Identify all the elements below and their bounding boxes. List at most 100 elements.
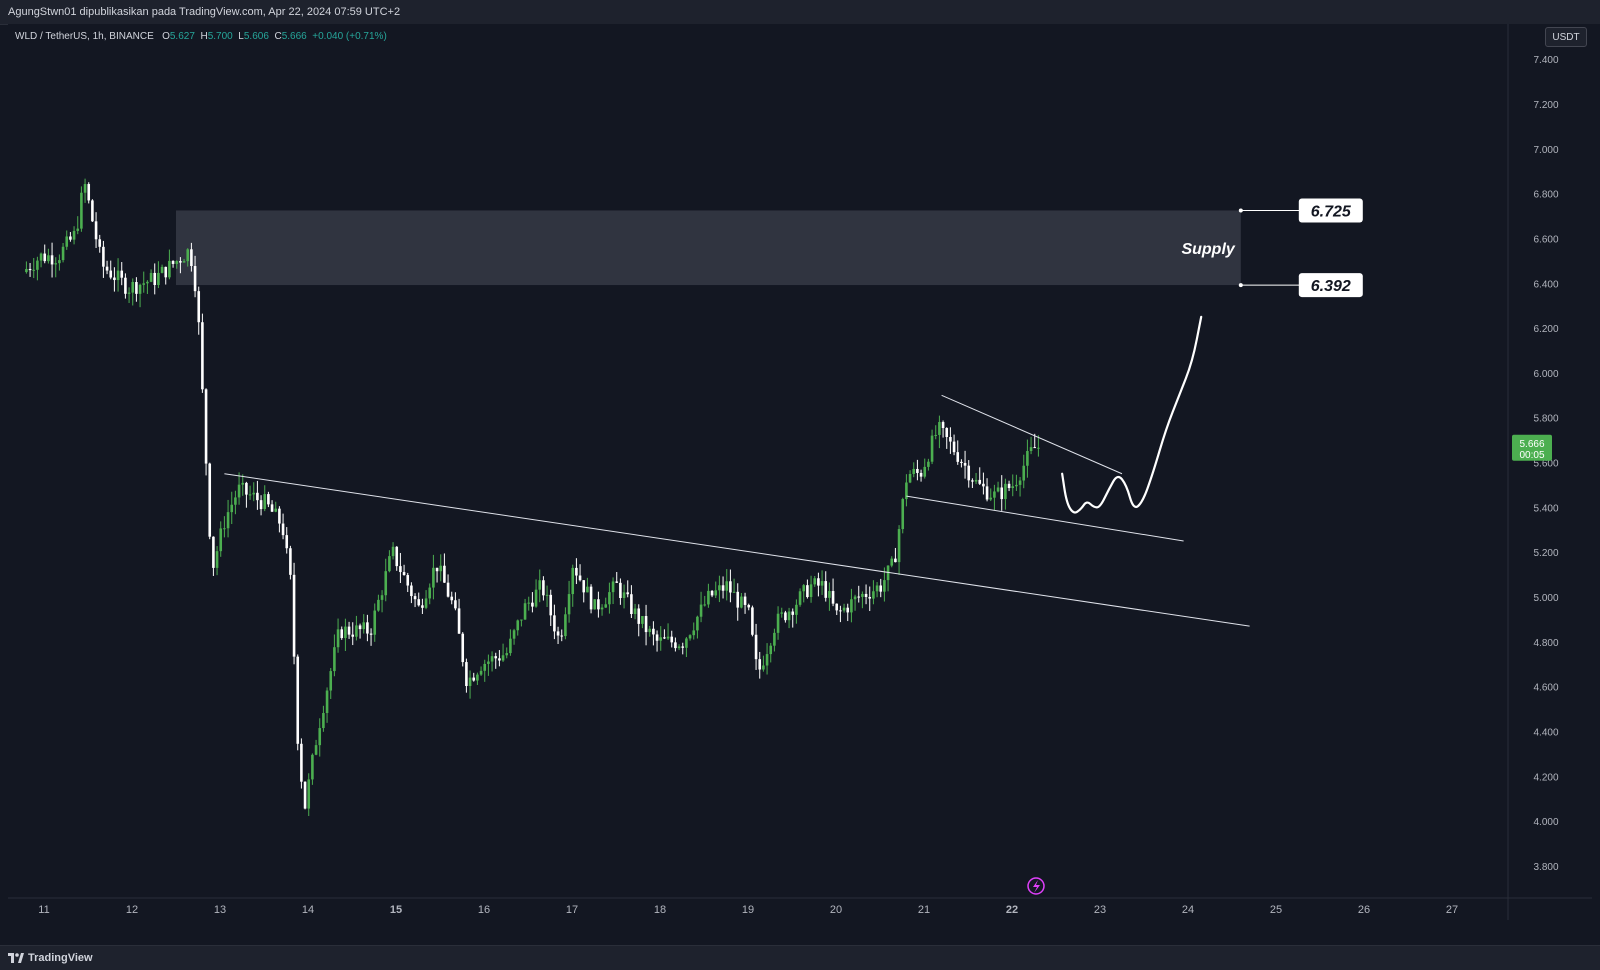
candle-body: [809, 584, 813, 598]
trendline: [224, 473, 1250, 627]
candle-body: [69, 236, 72, 240]
price-tick-label: 4.400: [1533, 727, 1558, 738]
candle-body: [857, 596, 861, 598]
open-label: O: [162, 31, 170, 42]
candle-body: [182, 261, 186, 263]
candle-body: [36, 260, 39, 270]
candle-body: [993, 491, 996, 498]
candle-body: [520, 619, 523, 621]
candle-body: [190, 249, 193, 267]
candle-body: [483, 663, 487, 671]
supply-zone-label: Supply: [1181, 241, 1235, 258]
candle-body: [1026, 451, 1029, 466]
candle-body: [289, 548, 292, 575]
candle-body: [131, 282, 135, 293]
candle-body: [25, 268, 28, 273]
candle-body: [204, 389, 208, 464]
tradingview-logo[interactable]: TradingView: [8, 952, 93, 964]
candle-body: [65, 236, 69, 247]
candle-body: [762, 665, 765, 670]
candle-body: [567, 594, 571, 615]
supply-bottom-tag-dot: [1238, 283, 1243, 288]
candle-body: [388, 556, 391, 572]
candle-body: [956, 452, 960, 462]
candle-body: [718, 585, 721, 591]
candle-body: [743, 596, 747, 605]
candle-body: [846, 607, 850, 613]
candle-body: [278, 508, 281, 524]
candle-body: [941, 422, 945, 429]
candle-body: [369, 633, 373, 635]
candle-body: [850, 599, 853, 613]
trendline: [906, 495, 1184, 542]
candle-body: [861, 593, 864, 597]
candle-body: [142, 283, 146, 285]
time-tick-label: 24: [1182, 904, 1194, 916]
candle-body: [674, 642, 677, 649]
candle-body: [736, 591, 740, 608]
candle-body: [527, 602, 531, 604]
candle-body: [267, 494, 270, 505]
price-tick-label: 4.000: [1533, 817, 1558, 828]
candle-body: [703, 604, 707, 606]
candle-body: [61, 246, 65, 261]
candle-body: [340, 629, 344, 639]
candle-body: [641, 616, 644, 624]
candle-body: [54, 263, 58, 265]
candle-body: [894, 558, 897, 563]
candle-body: [516, 620, 520, 631]
price-tick-label: 5.600: [1533, 459, 1558, 470]
candle-body: [817, 578, 820, 586]
candle-body: [498, 658, 501, 661]
time-tick-label: 12: [126, 904, 138, 916]
candle-body: [193, 266, 197, 292]
candle-body: [472, 677, 476, 681]
candle-body: [329, 671, 333, 691]
candle-body: [149, 272, 153, 282]
candle-body: [347, 626, 351, 635]
chart-area[interactable]: [8, 24, 1600, 945]
candle-body: [399, 566, 402, 573]
candle-body: [978, 479, 982, 484]
candle-body: [465, 662, 468, 686]
time-tick-label: 18: [654, 904, 666, 916]
candle-body: [109, 270, 113, 278]
candle-body: [685, 638, 688, 648]
candle-body: [593, 599, 597, 610]
candle-body: [479, 670, 483, 675]
candle-body: [153, 272, 157, 285]
candle-body: [974, 479, 978, 482]
candle-body: [366, 622, 369, 634]
candle-body: [76, 228, 80, 231]
candle-body: [916, 468, 919, 473]
last-price-value: 5.666: [1519, 439, 1544, 450]
candle-body: [410, 585, 413, 597]
candle-body: [439, 565, 443, 572]
candle-body: [615, 581, 619, 583]
low-value: 5.606: [243, 31, 269, 42]
candle-body: [259, 500, 263, 510]
candle-body: [589, 586, 593, 610]
last-price-tag: [1512, 434, 1552, 461]
currency-button[interactable]: USDT: [1545, 27, 1587, 47]
candle-body: [373, 610, 377, 635]
candle-body: [879, 585, 883, 592]
candle-body: [208, 463, 212, 537]
time-tick-label: 22: [1006, 904, 1018, 916]
candle-body: [201, 322, 204, 390]
candle-body: [377, 599, 380, 611]
candle-body: [765, 654, 769, 666]
candle-body: [754, 634, 758, 660]
candle-body: [710, 590, 714, 596]
candle-body: [241, 482, 245, 485]
candle-body: [424, 598, 428, 608]
supply-zone-layer: Supply 6.725 6.392: [176, 198, 1363, 298]
lightning-icon: [1027, 877, 1045, 895]
candle-body: [50, 255, 54, 265]
candle-body: [681, 646, 685, 648]
high-label: H: [200, 31, 208, 42]
candle-body: [538, 580, 542, 590]
candle-body: [380, 595, 384, 600]
candle-body: [949, 437, 952, 442]
